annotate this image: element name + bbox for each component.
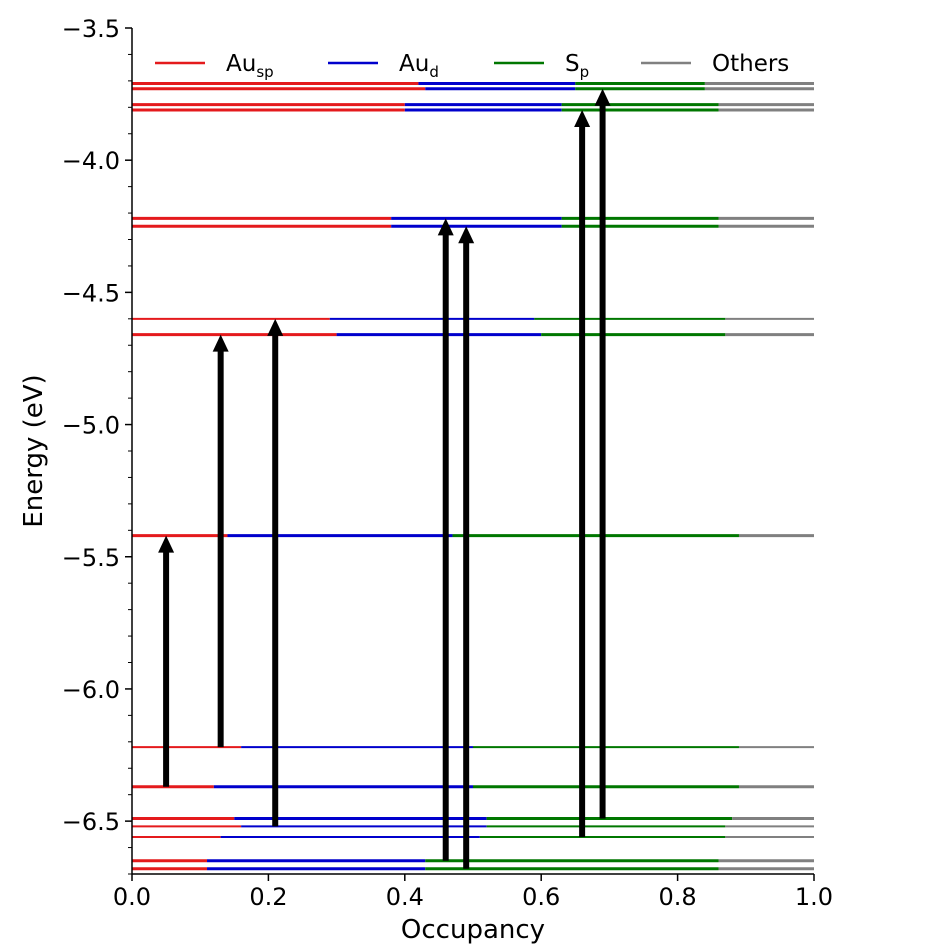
transition-arrow-4-head bbox=[458, 226, 475, 244]
x-tick-label: 0.2 bbox=[249, 883, 287, 911]
legend-label-others: Others bbox=[712, 51, 789, 77]
transition-arrows bbox=[158, 88, 611, 869]
x-tick-label: 0.4 bbox=[386, 883, 424, 911]
y-tick-label: −5.5 bbox=[62, 544, 120, 572]
x-tick-label: 0.0 bbox=[113, 883, 151, 911]
transition-arrow-2-head bbox=[267, 318, 284, 336]
legend-label-au-sp: Ausp bbox=[226, 51, 274, 81]
transition-arrow-0-head bbox=[158, 535, 175, 553]
transition-arrow-1-head bbox=[212, 334, 229, 352]
y-tick-label: −4.5 bbox=[62, 279, 120, 307]
x-tick-label: 1.0 bbox=[795, 883, 833, 911]
energy-levels bbox=[132, 82, 814, 871]
x-tick-label: 0.6 bbox=[522, 883, 560, 911]
x-tick-label: 0.8 bbox=[659, 883, 697, 911]
transition-arrow-6-head bbox=[594, 88, 611, 106]
y-axis-title: Energy (eV) bbox=[19, 374, 49, 527]
x-axis-title: Occupancy bbox=[401, 915, 545, 944]
tick-marks: 0.0 0.2 0.4 0.6 0.8 1.0 −3.5 −4.0 −4.5 −5.0 −5.5 −6… bbox=[62, 15, 833, 911]
legend: Ausp Aud Sp Others bbox=[155, 51, 789, 81]
legend-label-au-d: Aud bbox=[399, 51, 439, 81]
y-tick-label: −5.0 bbox=[62, 412, 120, 440]
legend-label-s-p: Sp bbox=[565, 51, 589, 81]
y-tick-label: −6.5 bbox=[62, 808, 120, 836]
transition-arrow-5-head bbox=[574, 109, 591, 127]
y-tick-label: −4.0 bbox=[62, 147, 120, 175]
transition-arrow-3-head bbox=[437, 218, 454, 236]
y-tick-label: −6.0 bbox=[62, 676, 120, 704]
y-tick-label: −3.5 bbox=[62, 15, 120, 43]
